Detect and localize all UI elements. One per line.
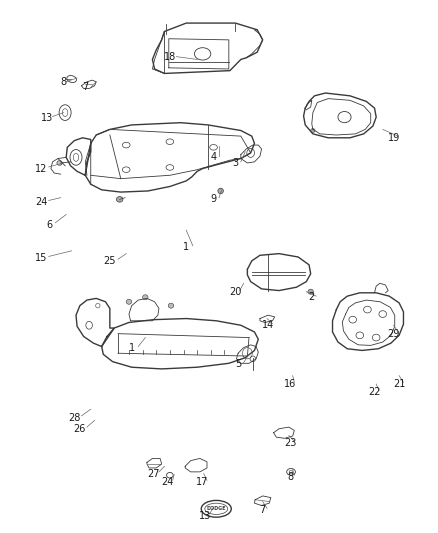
Text: 2: 2 (309, 292, 315, 302)
Text: 12: 12 (35, 164, 48, 174)
Text: 24: 24 (161, 477, 173, 487)
Ellipse shape (308, 289, 314, 294)
Ellipse shape (117, 197, 123, 202)
Text: 21: 21 (393, 379, 405, 389)
Text: 20: 20 (229, 287, 242, 297)
Text: 7: 7 (82, 83, 88, 92)
Ellipse shape (143, 295, 148, 300)
Text: 16: 16 (284, 379, 296, 389)
Text: 9: 9 (211, 195, 217, 204)
Text: 13: 13 (199, 511, 212, 521)
Text: 6: 6 (47, 220, 53, 230)
Ellipse shape (168, 303, 174, 308)
Text: 27: 27 (147, 469, 160, 479)
Text: 1: 1 (183, 242, 189, 252)
Text: 18: 18 (164, 52, 176, 62)
Text: 17: 17 (196, 477, 209, 487)
Ellipse shape (126, 299, 132, 304)
Ellipse shape (218, 188, 223, 194)
Text: 15: 15 (35, 253, 48, 263)
Text: 13: 13 (41, 113, 53, 123)
Text: 8: 8 (287, 472, 293, 482)
Ellipse shape (57, 161, 62, 165)
Text: 23: 23 (284, 438, 296, 448)
Text: 25: 25 (104, 256, 116, 266)
Text: DODGE: DODGE (207, 506, 226, 511)
Text: 1: 1 (129, 343, 135, 353)
Ellipse shape (311, 128, 315, 133)
Text: 19: 19 (388, 133, 400, 143)
Text: 29: 29 (388, 329, 400, 338)
Text: 5: 5 (235, 359, 241, 369)
Text: 28: 28 (68, 413, 81, 423)
Text: 3: 3 (232, 158, 238, 168)
Text: 22: 22 (368, 387, 381, 398)
Text: 8: 8 (60, 77, 67, 87)
Text: 14: 14 (262, 320, 274, 330)
Text: 26: 26 (74, 424, 86, 434)
Text: 7: 7 (260, 505, 266, 515)
Text: 24: 24 (35, 197, 48, 207)
Text: 4: 4 (211, 152, 217, 163)
